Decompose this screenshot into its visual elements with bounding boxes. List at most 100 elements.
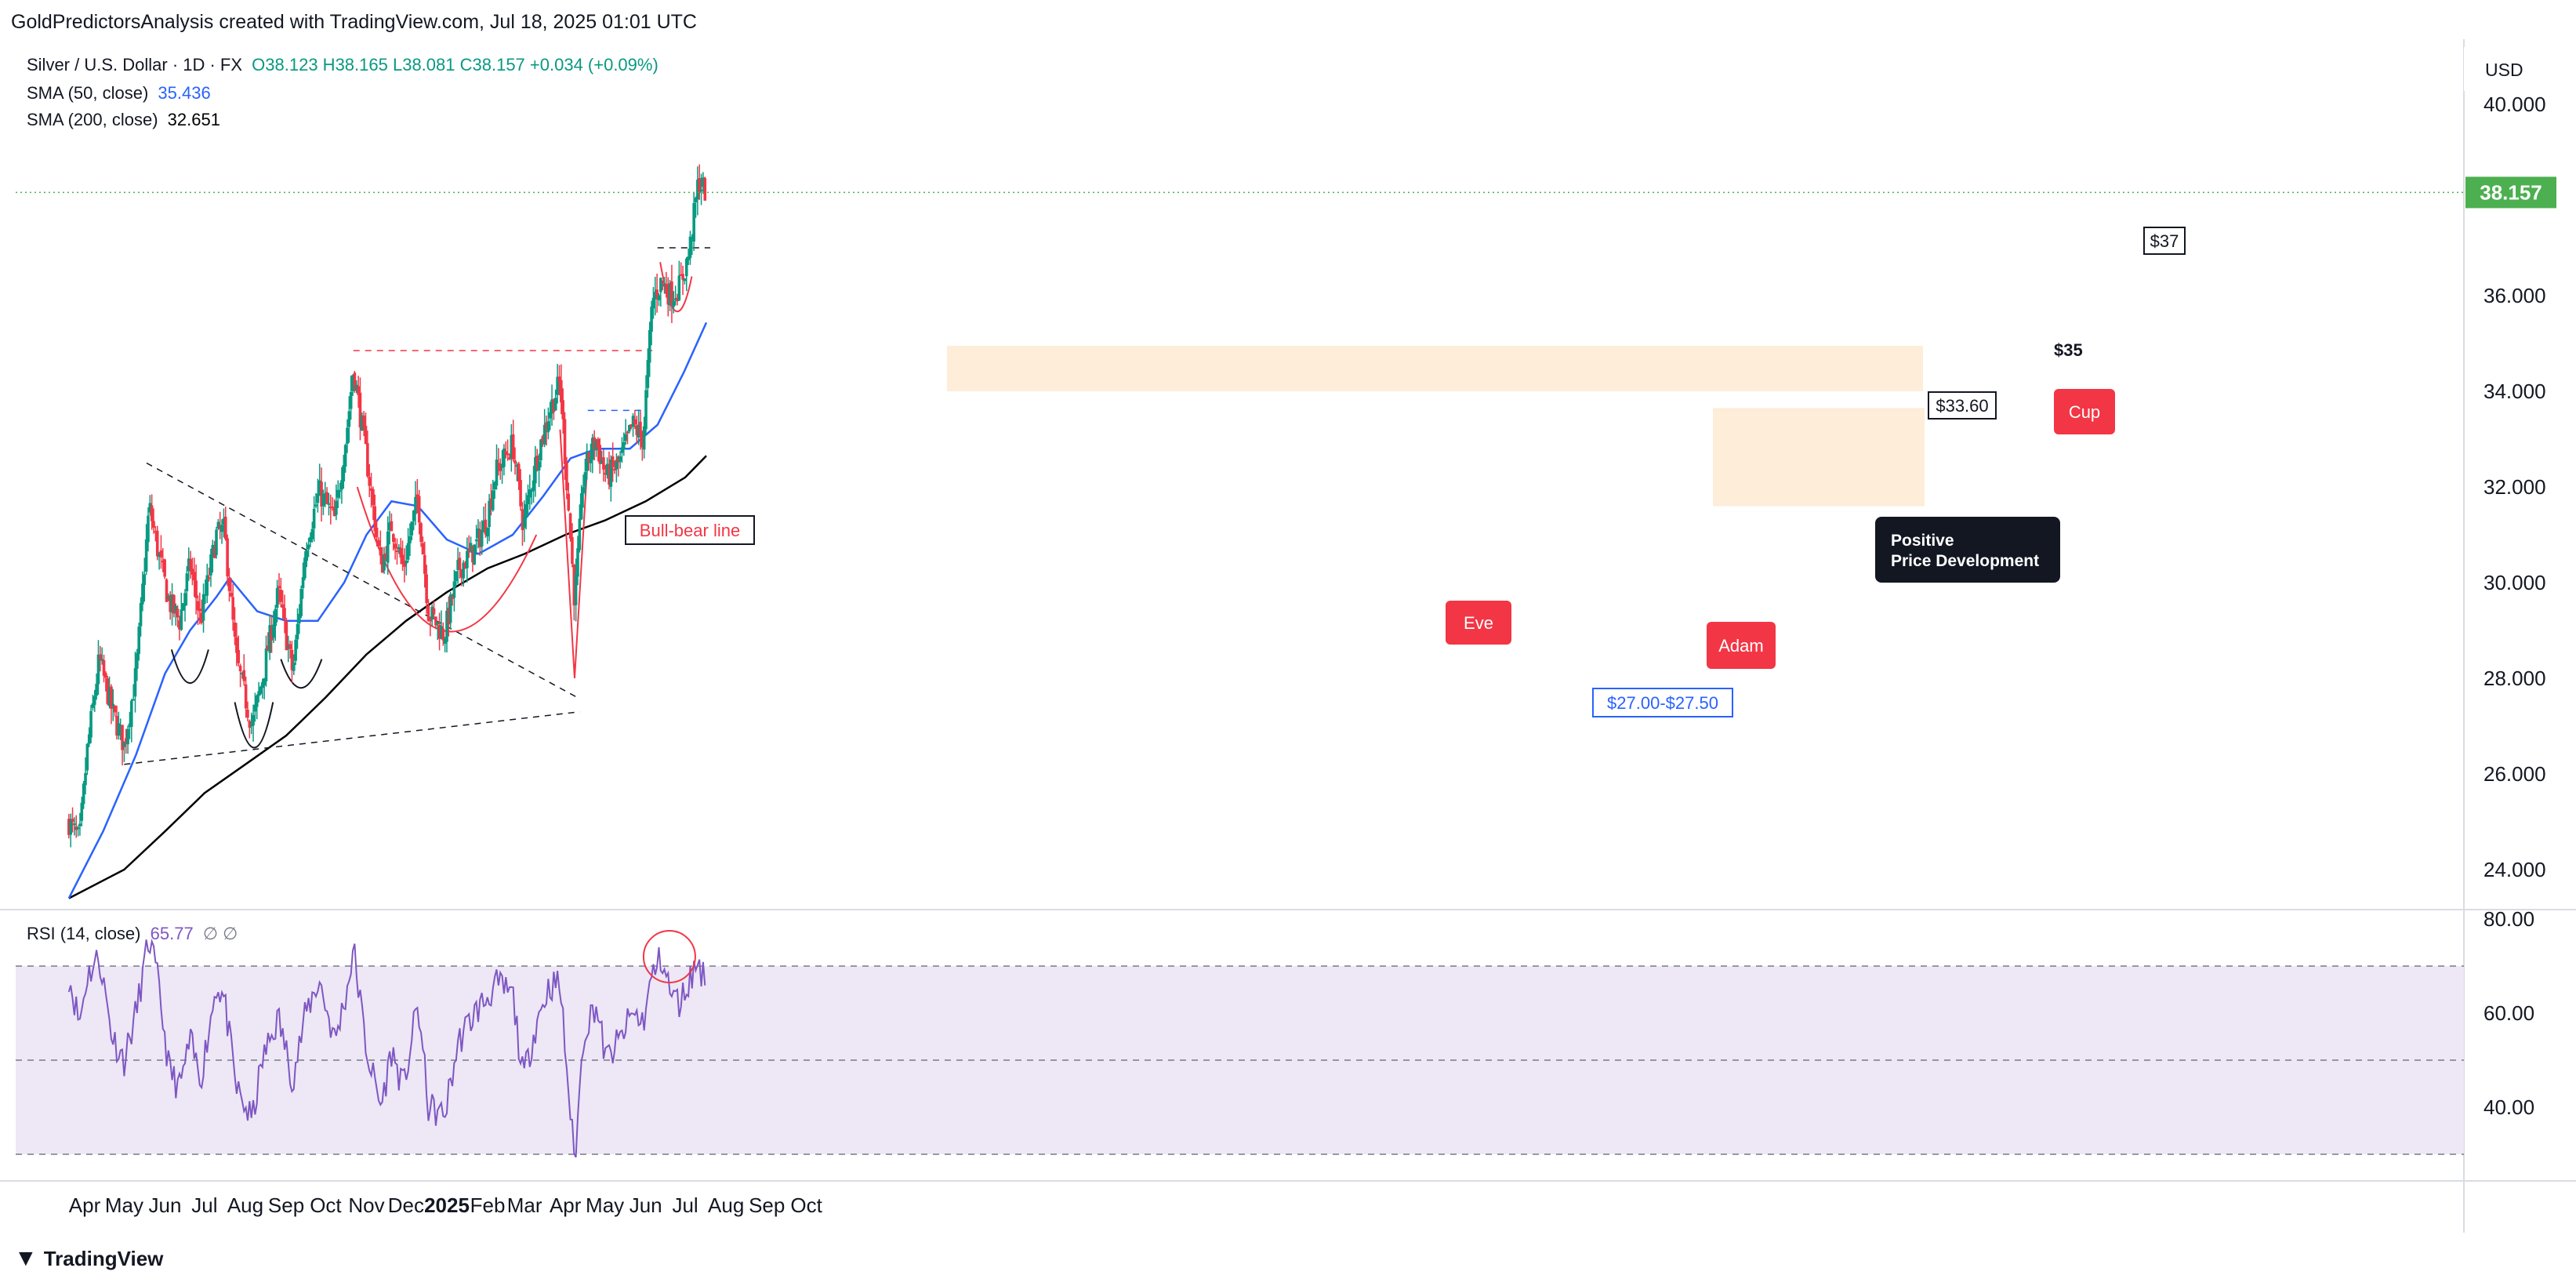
candle-body <box>631 416 635 427</box>
candle-body <box>274 608 278 627</box>
candle-body <box>593 437 596 449</box>
candle-body <box>574 574 578 605</box>
candle-body <box>126 728 129 745</box>
candle-body <box>169 595 172 612</box>
candle-body <box>628 424 631 432</box>
candle-body <box>294 639 297 661</box>
candle-body <box>231 597 234 620</box>
candle-body <box>399 547 402 558</box>
candle-body <box>611 456 615 467</box>
candle-body <box>362 415 365 428</box>
candle-body <box>383 554 386 571</box>
candle-body <box>136 652 139 669</box>
candle-body <box>571 536 574 565</box>
candle-body <box>524 504 528 518</box>
candle-body <box>216 521 220 529</box>
candle-body <box>454 571 458 581</box>
candle-body <box>312 508 316 529</box>
candle-body <box>246 710 249 718</box>
candle-body <box>391 534 395 543</box>
candle-body <box>677 275 681 301</box>
candle-body <box>397 547 401 550</box>
candle-body <box>460 569 463 578</box>
candle-body <box>69 819 72 835</box>
candle-body <box>321 493 325 507</box>
candle-body <box>426 605 430 621</box>
candle-body <box>522 515 526 529</box>
candle-body <box>408 536 412 544</box>
candle-body <box>521 509 524 530</box>
candle-body <box>349 391 353 409</box>
candle-body <box>672 300 676 307</box>
candle-body <box>390 521 394 532</box>
candle-body <box>67 819 71 835</box>
sma50-line <box>67 322 708 899</box>
rsi-label: RSI (14, close) <box>27 924 141 943</box>
footer-brand[interactable]: ▼ TradingView <box>14 1245 163 1272</box>
candle-body <box>336 489 340 498</box>
x-tick-label: Aug <box>227 1193 263 1217</box>
candle-body <box>176 608 180 618</box>
candle-body <box>331 507 334 509</box>
currency-label: USD <box>2485 60 2523 80</box>
candle-body <box>187 558 190 572</box>
bull-bear-line-label-box <box>625 515 755 545</box>
candle-body <box>550 399 553 414</box>
candle-body <box>594 441 598 451</box>
candle-body <box>616 456 620 463</box>
candle-body <box>307 544 310 550</box>
candle-body <box>366 443 369 477</box>
candle-body <box>440 626 443 639</box>
candle-body <box>657 295 661 300</box>
candle-body <box>447 607 451 625</box>
candle-body <box>317 480 321 496</box>
candle-body <box>84 772 87 786</box>
candle-body <box>275 588 279 608</box>
candle-body <box>463 562 467 569</box>
candle-body <box>87 734 91 744</box>
candle-body <box>469 543 473 553</box>
candle-body <box>484 519 488 535</box>
y-tick-label: 30.000 <box>2483 571 2546 594</box>
candle-body <box>443 639 447 644</box>
candle-body <box>474 539 478 542</box>
candle-body <box>267 645 270 651</box>
candle-body <box>666 290 670 305</box>
y-tick-label: 40.000 <box>2483 93 2546 116</box>
candle-body <box>259 686 263 694</box>
candle-body <box>532 480 535 492</box>
candle-body <box>244 684 248 709</box>
candle-body <box>377 539 380 547</box>
candle-body <box>691 238 694 241</box>
candle-body <box>466 550 469 569</box>
candle-body <box>696 180 699 200</box>
candle-body <box>211 544 215 558</box>
candle-body <box>133 668 137 697</box>
candle-body <box>288 644 292 649</box>
candle-body <box>637 424 640 438</box>
x-tick-label: Mar <box>507 1193 542 1217</box>
candle-body <box>373 506 377 532</box>
candle-body <box>358 392 362 428</box>
candle-body <box>405 561 408 564</box>
x-tick-label: May <box>586 1193 624 1217</box>
candle-body <box>354 384 358 391</box>
candle-body <box>548 412 552 419</box>
candle-body <box>579 493 583 520</box>
candle-body <box>279 590 283 602</box>
candle-body <box>561 400 564 420</box>
candle-body <box>128 723 132 728</box>
candle-body <box>585 451 589 471</box>
candle-body <box>257 691 260 696</box>
candle-body <box>441 628 445 641</box>
candle-body <box>375 528 379 538</box>
rsi-tick-label: 60.00 <box>2483 1001 2534 1025</box>
x-tick-label: Nov <box>348 1193 384 1217</box>
candle-body <box>185 573 189 591</box>
candle-body <box>534 457 537 484</box>
symbol-legend: Silver / U.S. Dollar · 1D · FX O38.123 H… <box>27 55 659 75</box>
candle-body <box>183 593 187 606</box>
x-tick-label: Sep <box>268 1193 304 1217</box>
candle-body <box>118 725 122 727</box>
